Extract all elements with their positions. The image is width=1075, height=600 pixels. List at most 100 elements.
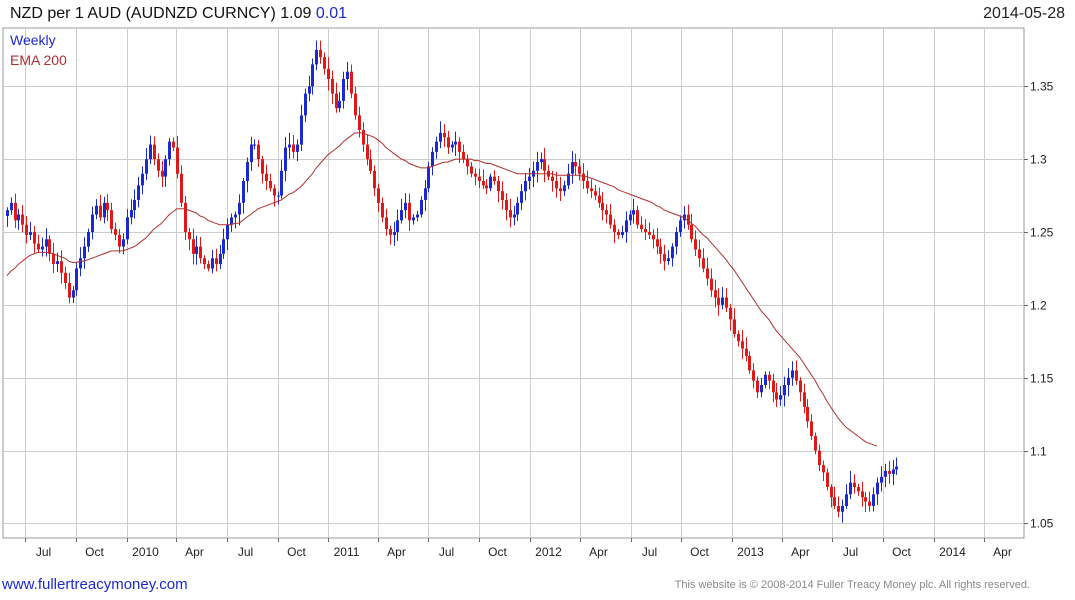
candle-body (184, 202, 187, 232)
candle-body (853, 482, 856, 487)
candle-body (656, 239, 659, 247)
candle-body (571, 162, 574, 174)
candle-body (590, 188, 593, 192)
candle-body (308, 86, 311, 94)
x-tick-label: Jul (843, 545, 858, 559)
candle-body (702, 258, 705, 269)
candle-body (219, 253, 222, 265)
candle-body (33, 232, 36, 244)
candle-body (536, 162, 539, 171)
candle-body (273, 188, 276, 196)
candle-body (199, 246, 202, 259)
candle-body (470, 166, 473, 174)
candle-body (203, 258, 206, 265)
candle-body (598, 195, 601, 203)
candle-body (110, 210, 113, 230)
candle-body (153, 144, 156, 160)
chart-title: NZD per 1 AUD (AUDNZD CURNCY) 1.09 0.01 (10, 5, 347, 23)
candle-body (458, 141, 461, 152)
x-tick-label: Apr (589, 545, 608, 559)
candle-body (814, 436, 817, 451)
candle-body (609, 214, 612, 225)
candle-body (172, 141, 175, 148)
candle-body (729, 307, 732, 320)
candle-body (454, 141, 457, 145)
candle-body (892, 469, 895, 474)
candle-body (424, 188, 427, 200)
candle-body (41, 246, 44, 250)
candle-body (806, 406, 809, 422)
candle-body (292, 144, 295, 152)
candle-body (45, 239, 48, 247)
candle-body (578, 166, 581, 174)
candle-body (799, 380, 802, 393)
y-tick-label: 1.1 (1030, 445, 1047, 459)
x-tick-label: Apr (993, 545, 1012, 559)
candle-body (381, 202, 384, 218)
candle-body (667, 258, 670, 262)
candle-body (485, 185, 488, 189)
x-tick-label: 2010 (132, 545, 159, 559)
candle-body (540, 159, 543, 163)
candle-body (567, 173, 570, 186)
candle-body (10, 202, 13, 211)
candle-body (211, 258, 214, 269)
candle-body (733, 319, 736, 334)
footer-site-link[interactable]: www.fullertreacymoney.com (2, 576, 188, 593)
candle-body (810, 421, 813, 436)
candle-body (748, 355, 751, 371)
candle-body (164, 159, 167, 177)
candle-body (822, 465, 825, 473)
x-tick-label: Oct (488, 545, 507, 559)
candle-body (462, 151, 465, 160)
candle-body (717, 297, 720, 305)
x-tick-label: Jul (36, 545, 51, 559)
candle-body (574, 162, 577, 167)
candle-body (319, 49, 322, 58)
candle-body (373, 170, 376, 189)
candle-body (837, 505, 840, 512)
candle-body (710, 278, 713, 291)
candle-body (180, 173, 183, 203)
candle-body (714, 290, 717, 298)
candle-body (493, 176, 496, 181)
candle-body (482, 181, 485, 186)
candle-body (246, 162, 249, 181)
candle-body (613, 224, 616, 232)
x-tick-label: Apr (185, 545, 204, 559)
candle-body (737, 334, 740, 342)
candle-body (652, 234, 655, 240)
candle-body (257, 144, 260, 160)
candle-body (466, 159, 469, 167)
candle-body (872, 494, 875, 506)
candle-body (768, 374, 771, 381)
x-tick-label: Apr (791, 545, 810, 559)
candle-body (389, 229, 392, 235)
candle-body (226, 224, 229, 240)
candle-body (250, 144, 253, 163)
candle-body (451, 144, 454, 148)
candle-body (721, 297, 724, 305)
candle-body (79, 258, 82, 269)
candle-body (385, 217, 388, 230)
candle-body (698, 249, 701, 259)
candle-body (412, 217, 415, 221)
candle-body (760, 385, 763, 393)
candle-body (331, 79, 334, 94)
x-tick-label: Oct (892, 545, 911, 559)
candle-body (87, 232, 90, 247)
candle-body (888, 470, 891, 474)
candle-body (443, 132, 446, 138)
candle-body (447, 137, 450, 148)
candle-body (868, 501, 871, 506)
y-tick-label: 1.2 (1030, 299, 1047, 313)
candle-body (29, 232, 32, 235)
candle-body (516, 202, 519, 215)
candle-body (176, 147, 179, 174)
candle-body (841, 505, 844, 512)
candle-body (803, 392, 806, 407)
y-tick-label: 1.25 (1030, 226, 1054, 240)
candle-body (706, 268, 709, 279)
candle-body (14, 202, 17, 221)
candle-body (509, 210, 512, 218)
